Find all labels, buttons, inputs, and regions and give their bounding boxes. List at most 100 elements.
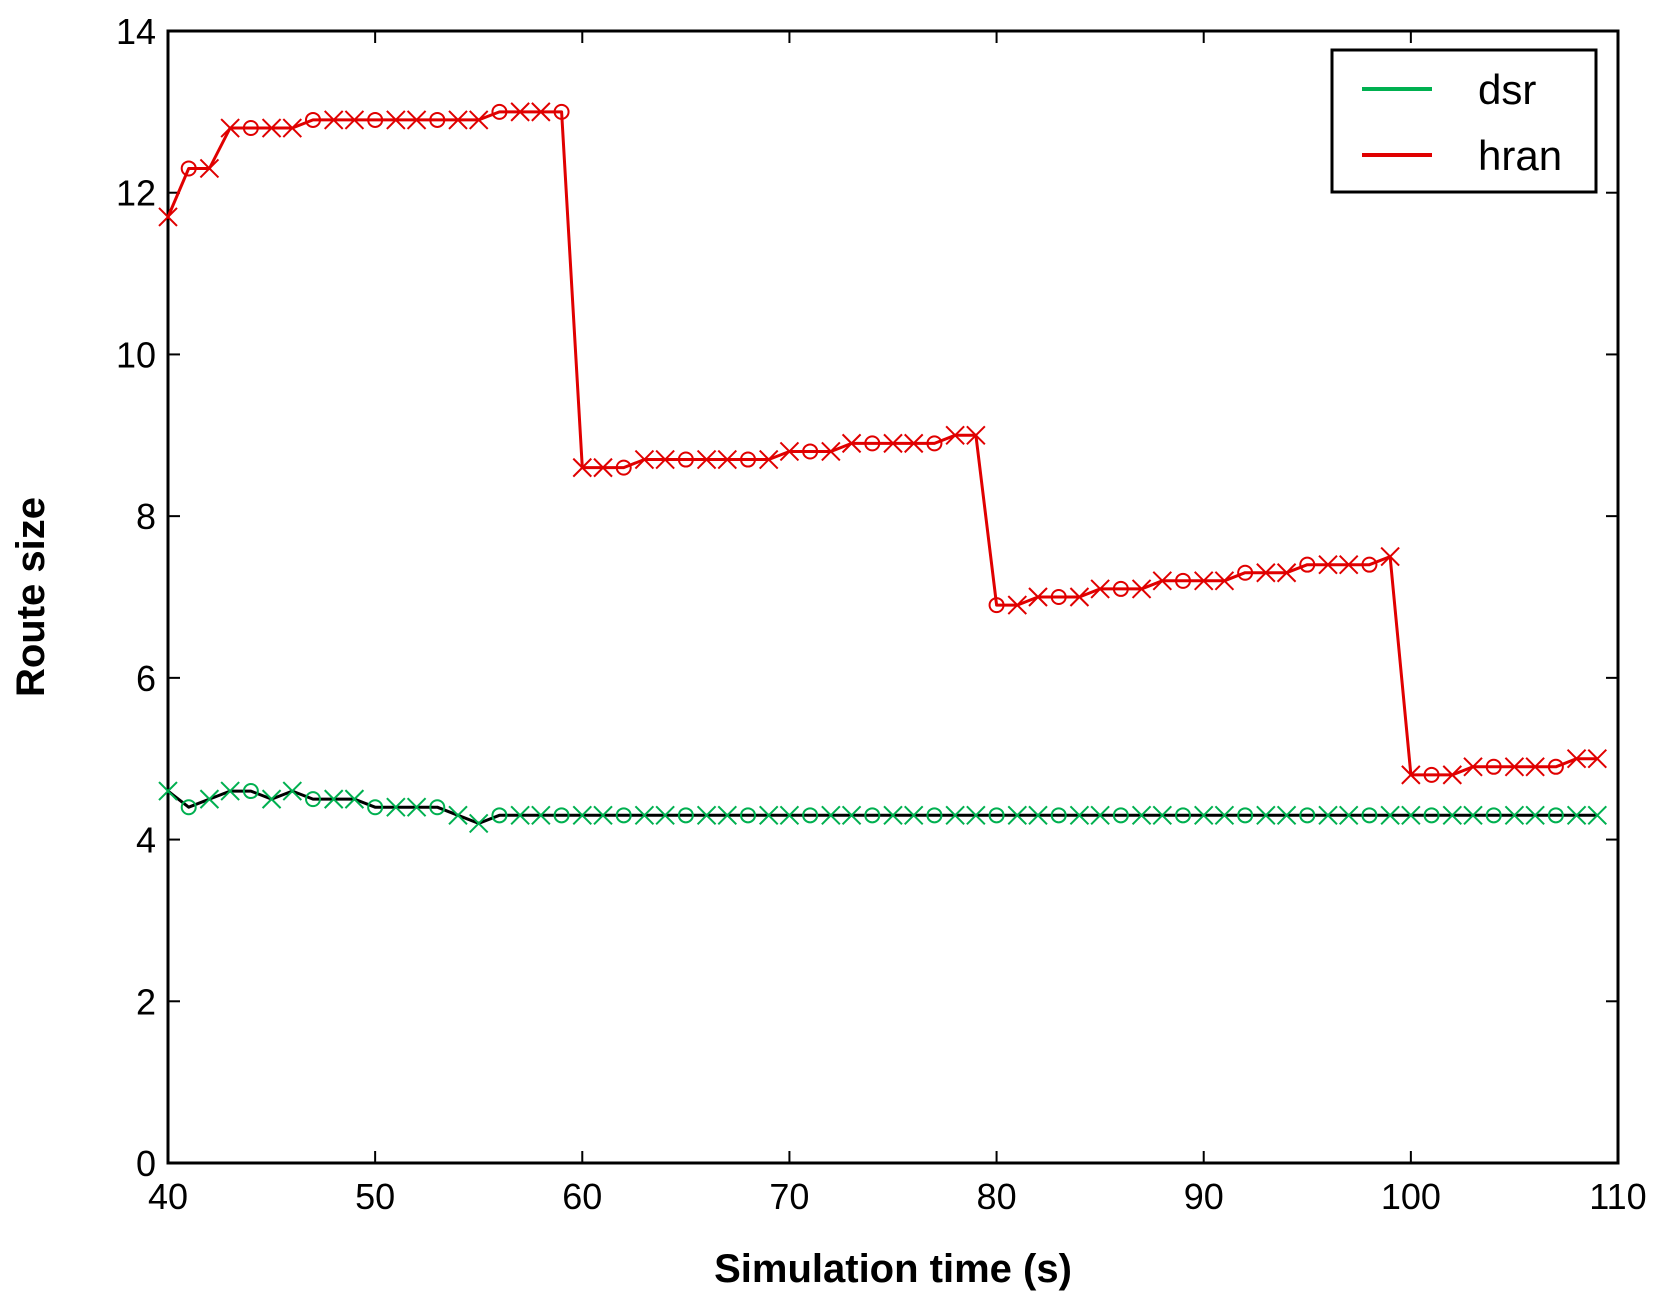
data-point-circle xyxy=(429,111,446,128)
data-point-circle xyxy=(677,451,694,468)
data-point-circle xyxy=(180,799,197,816)
data-point xyxy=(1194,571,1214,591)
data-point xyxy=(386,110,406,130)
x-tick-label: 110 xyxy=(1589,1176,1646,1217)
data-point xyxy=(926,435,943,452)
data-point xyxy=(1361,556,1378,573)
data-point xyxy=(1318,554,1338,575)
data-point-circle xyxy=(305,791,321,808)
data-point xyxy=(1112,580,1129,597)
data-point-circle xyxy=(1112,807,1129,824)
data-point-cross-b xyxy=(593,805,613,826)
data-point xyxy=(553,807,570,824)
data-point xyxy=(158,781,178,801)
data-point xyxy=(180,160,197,177)
data-point xyxy=(1485,807,1502,824)
data-point-cross-b xyxy=(883,433,903,454)
data-point xyxy=(158,207,178,227)
data-point-cross-b xyxy=(386,797,406,817)
data-point-cross-b xyxy=(1276,563,1297,583)
data-point-cross-b xyxy=(531,102,551,122)
y-tick-label: 2 xyxy=(136,981,156,1022)
data-point xyxy=(491,807,508,824)
data-point xyxy=(429,111,446,128)
data-point-circle xyxy=(553,103,570,120)
y-tick-label: 4 xyxy=(136,820,156,861)
data-point xyxy=(1318,805,1338,826)
data-point xyxy=(1339,554,1359,575)
data-point-circle xyxy=(429,799,446,816)
data-point xyxy=(740,451,756,468)
data-point xyxy=(779,805,800,826)
legend-label-hran: hran xyxy=(1478,132,1562,179)
data-point xyxy=(1007,595,1027,615)
data-point-cross-b xyxy=(220,781,240,801)
data-point-cross-b xyxy=(696,805,717,826)
data-point xyxy=(1299,807,1316,824)
data-point xyxy=(1152,805,1172,826)
data-point xyxy=(1380,546,1400,567)
data-point-cross-b xyxy=(324,110,344,130)
data-point xyxy=(406,797,427,817)
data-point xyxy=(1256,563,1276,583)
data-point xyxy=(448,805,468,826)
data-point xyxy=(324,110,344,130)
data-point-cross-b xyxy=(1028,587,1048,607)
data-point-cross-b xyxy=(1463,757,1483,777)
y-tick-label: 12 xyxy=(116,173,156,214)
data-point-cross-b xyxy=(1318,805,1338,826)
data-point xyxy=(429,799,446,816)
data-point-cross-b xyxy=(841,805,862,826)
data-point xyxy=(305,791,321,808)
plot-area xyxy=(166,29,1620,1165)
data-point xyxy=(1276,563,1297,583)
data-point-cross-b xyxy=(1194,805,1214,826)
data-point xyxy=(1587,805,1607,826)
data-point-cross-b xyxy=(199,158,220,179)
data-point-cross-b xyxy=(406,797,427,817)
data-point xyxy=(282,118,302,138)
data-point xyxy=(1028,587,1048,607)
data-point-cross-b xyxy=(759,805,779,826)
data-point xyxy=(841,805,862,826)
data-point-cross-b xyxy=(717,449,737,470)
data-point-circle xyxy=(926,807,943,824)
data-point-cross-b xyxy=(282,781,302,801)
data-point-circle xyxy=(677,807,694,824)
data-point xyxy=(945,425,965,445)
data-point-cross-b xyxy=(1069,587,1090,607)
data-point xyxy=(1339,805,1359,826)
data-point-circle xyxy=(1112,580,1129,597)
data-point xyxy=(220,118,240,138)
data-point xyxy=(406,110,427,130)
data-point-cross-b xyxy=(386,110,406,130)
x-tick-label: 60 xyxy=(562,1176,602,1217)
data-point-cross-b xyxy=(324,789,344,809)
data-point-circle xyxy=(740,451,756,468)
data-point xyxy=(305,111,321,128)
data-point-cross-b xyxy=(759,449,779,470)
data-point xyxy=(655,449,675,470)
data-point-cross-b xyxy=(510,805,530,826)
x-tick-label: 50 xyxy=(355,1176,395,1217)
data-point xyxy=(1485,758,1502,775)
data-point-cross-b xyxy=(406,110,427,130)
data-point xyxy=(553,103,570,120)
data-point-circle xyxy=(1237,807,1254,824)
data-point xyxy=(199,789,220,809)
data-point-cross-b xyxy=(261,789,282,809)
data-point xyxy=(448,110,468,130)
data-point-cross-b xyxy=(1028,805,1048,826)
data-point-circle xyxy=(1050,589,1067,605)
data-point xyxy=(841,433,862,454)
data-point xyxy=(759,805,779,826)
data-point-cross-b xyxy=(1401,765,1421,785)
data-point xyxy=(367,111,384,128)
data-point xyxy=(1423,766,1440,783)
data-point-circle xyxy=(180,160,197,177)
data-point xyxy=(634,449,655,470)
data-point-cross-b xyxy=(1131,805,1152,826)
data-point-cross-b xyxy=(883,805,903,826)
data-point xyxy=(1214,571,1235,591)
